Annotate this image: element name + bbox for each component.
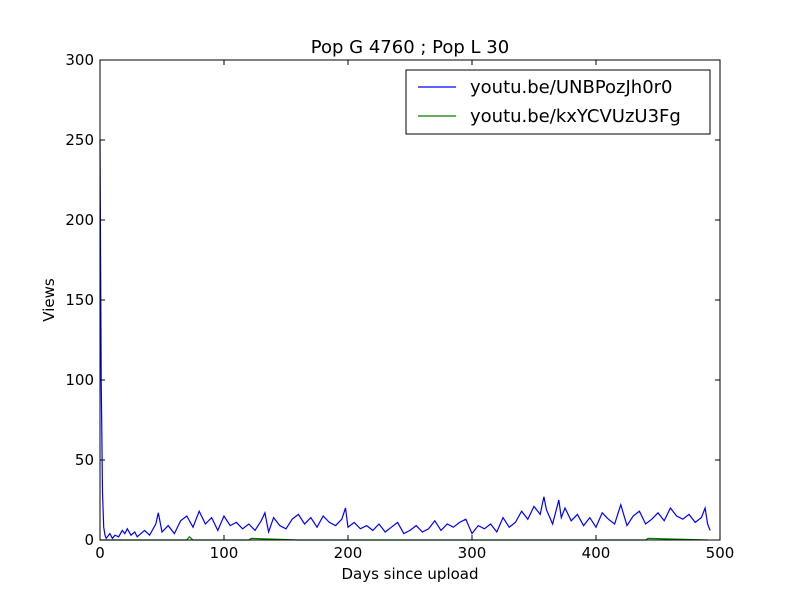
x-axis-label: Days since upload (341, 565, 478, 583)
y-tick-label: 250 (65, 131, 94, 149)
y-tick-label: 300 (65, 51, 94, 69)
y-tick-label: 200 (65, 211, 94, 229)
x-tick-label: 200 (334, 544, 363, 562)
y-tick-label: 100 (65, 371, 94, 389)
series-line-1 (99, 139, 711, 540)
x-tick-label: 500 (706, 544, 735, 562)
y-tick-label: 0 (84, 531, 94, 549)
plot-area: 0 100 200 300 400 500 0 50 100 150 200 250 300 (65, 51, 734, 562)
x-tick-label: 300 (458, 544, 487, 562)
legend-label-1: youtu.be/UNBPozJh0r0 (470, 77, 673, 98)
y-tick-label: 50 (75, 451, 94, 469)
legend: youtu.be/UNBPozJh0r0 youtu.be/kxYCVUzU3Fg (405, 69, 711, 135)
y-tick-label: 150 (65, 291, 94, 309)
y-axis-label: Views (40, 278, 58, 322)
x-tick-label: 100 (210, 544, 239, 562)
legend-label-2: youtu.be/kxYCVUzU3Fg (470, 106, 681, 127)
chart-title: Pop G 4760 ; Pop L 30 (311, 37, 509, 58)
legend-box (405, 69, 711, 135)
x-tick-label: 400 (582, 544, 611, 562)
x-tick-label: 0 (95, 544, 105, 562)
